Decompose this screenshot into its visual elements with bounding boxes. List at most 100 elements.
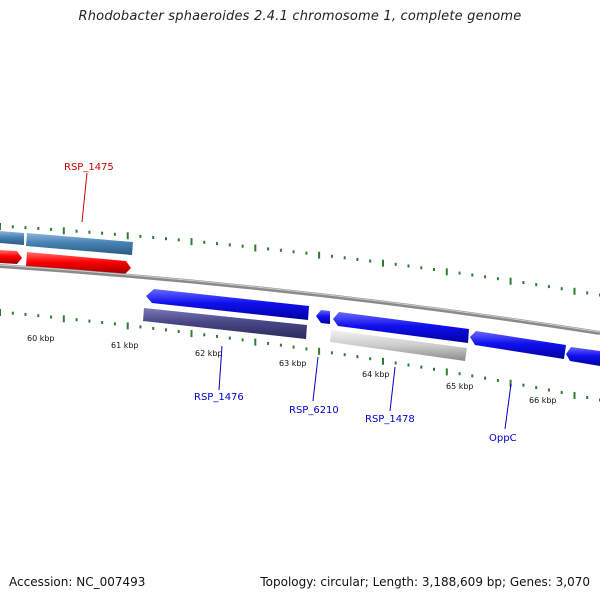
minor-tick	[330, 351, 333, 355]
minor-tick	[496, 277, 499, 281]
minor-tick	[547, 285, 550, 289]
major-tick	[254, 244, 257, 252]
kbp-label: 64 kbp	[362, 370, 390, 379]
major-tick	[0, 223, 1, 230]
major-tick	[318, 347, 321, 355]
gene-arrow-rsp-1476[interactable]	[146, 289, 309, 320]
genome-summary-text: Topology: circular; Length: 3,188,609 bp…	[260, 575, 590, 589]
minor-tick	[471, 273, 474, 277]
minor-tick	[458, 372, 461, 376]
gene-label-rsp-6210[interactable]: RSP_6210	[289, 405, 339, 416]
major-tick	[382, 357, 384, 365]
minor-tick	[586, 291, 589, 295]
leader-line-rsp-1475	[81, 172, 88, 223]
minor-tick	[535, 386, 538, 390]
minor-tick	[216, 242, 218, 246]
gene-label-oppc[interactable]: OppC	[489, 433, 517, 444]
gene-arrow-right-edge[interactable]	[566, 347, 600, 366]
major-tick	[190, 330, 193, 338]
gene-arrow-rsp-1475[interactable]	[26, 252, 131, 274]
feature-steelblue-left[interactable]	[0, 231, 24, 245]
minor-tick	[241, 338, 244, 342]
minor-tick	[471, 374, 474, 378]
kbp-label: 63 kbp	[279, 359, 307, 368]
minor-tick	[139, 234, 142, 238]
major-tick	[445, 268, 448, 276]
minor-tick	[101, 231, 104, 235]
minor-tick	[292, 345, 295, 349]
leader-line-rsp-1478	[389, 366, 396, 412]
minor-tick	[50, 227, 53, 231]
minor-tick	[420, 365, 423, 369]
minor-tick	[547, 388, 550, 392]
gene-arrow-red-left[interactable]	[0, 250, 22, 264]
leader-line-rsp-6210	[312, 356, 319, 402]
gene-arrow-oppc[interactable]	[470, 331, 566, 359]
minor-tick	[420, 266, 423, 270]
minor-tick	[88, 319, 91, 323]
minor-tick	[305, 347, 308, 351]
minor-tick	[586, 396, 589, 399]
gene-label-rsp-1478[interactable]: RSP_1478	[365, 414, 415, 425]
minor-tick	[165, 328, 167, 332]
major-tick	[445, 368, 448, 376]
minor-tick	[407, 264, 410, 268]
minor-tick	[113, 322, 116, 326]
minor-tick	[228, 243, 231, 247]
minor-tick	[279, 343, 282, 347]
minor-tick	[535, 283, 538, 287]
minor-tick	[241, 244, 244, 248]
minor-tick	[305, 251, 308, 255]
minor-tick	[433, 268, 435, 271]
kbp-label: 65 kbp	[446, 382, 474, 391]
minor-tick	[484, 275, 487, 279]
minor-tick	[203, 333, 206, 337]
minor-tick	[330, 254, 333, 258]
major-tick	[190, 238, 193, 246]
minor-tick	[101, 321, 104, 324]
minor-tick	[356, 257, 359, 261]
minor-tick	[165, 237, 167, 241]
gene-label-rsp-1476[interactable]: RSP_1476	[194, 392, 244, 403]
major-tick	[254, 338, 257, 346]
gene-arrow-rsp-6210[interactable]	[316, 310, 330, 324]
feature-steelblue-rsp-1475[interactable]	[26, 233, 133, 255]
minor-tick	[139, 325, 142, 329]
minor-tick	[203, 240, 206, 244]
major-tick	[0, 309, 1, 316]
map-title: Rhodobacter sphaeroides 2.4.1 chromosome…	[78, 9, 522, 24]
minor-tick	[522, 281, 525, 285]
minor-tick	[458, 271, 461, 275]
minor-tick	[228, 336, 231, 340]
minor-tick	[152, 236, 155, 239]
major-tick	[509, 277, 512, 285]
lower-tick-track	[0, 309, 600, 402]
minor-tick	[267, 341, 270, 345]
minor-tick	[279, 248, 282, 252]
minor-tick	[75, 229, 78, 233]
minor-tick	[37, 314, 40, 318]
gene-label-rsp-1475[interactable]: RSP_1475	[64, 162, 114, 173]
major-tick	[573, 287, 576, 295]
minor-tick	[177, 330, 180, 333]
minor-tick	[75, 318, 78, 322]
major-tick	[62, 227, 65, 235]
minor-tick	[267, 247, 270, 251]
feature-purple-rsp-1476[interactable]	[143, 308, 307, 339]
feature-grey-rsp-1478[interactable]	[330, 330, 467, 361]
minor-tick	[11, 225, 14, 229]
major-tick	[382, 259, 384, 267]
minor-tick	[37, 227, 40, 230]
gene-arrow-rsp-1478[interactable]	[333, 312, 469, 343]
leader-line-rsp-1476	[218, 345, 223, 391]
minor-tick	[433, 367, 435, 371]
minor-tick	[216, 334, 218, 338]
minor-tick	[177, 238, 180, 242]
major-tick	[62, 315, 65, 323]
minor-tick	[343, 353, 346, 357]
minor-tick	[11, 311, 14, 315]
minor-tick	[560, 287, 563, 291]
minor-tick	[152, 326, 155, 330]
kbp-label: 60 kbp	[27, 334, 55, 343]
